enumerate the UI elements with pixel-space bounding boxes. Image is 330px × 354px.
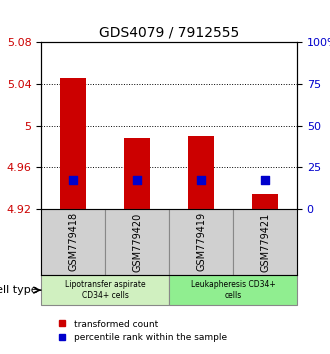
Point [262, 177, 268, 182]
Point [198, 177, 204, 182]
Point [71, 177, 76, 182]
Text: GSM779421: GSM779421 [260, 212, 270, 272]
Title: GDS4079 / 7912555: GDS4079 / 7912555 [99, 26, 239, 40]
FancyBboxPatch shape [41, 275, 169, 305]
Text: Lipotransfer aspirate
CD34+ cells: Lipotransfer aspirate CD34+ cells [65, 280, 146, 300]
FancyBboxPatch shape [169, 275, 297, 305]
FancyBboxPatch shape [169, 209, 233, 275]
Legend: transformed count, percentile rank within the sample: transformed count, percentile rank withi… [54, 316, 231, 346]
Bar [252, 194, 278, 209]
Bar [188, 136, 214, 209]
Bar [124, 138, 150, 209]
Point [135, 177, 140, 182]
Text: cell type: cell type [0, 285, 38, 295]
Text: GSM779420: GSM779420 [132, 212, 142, 272]
Text: Leukapheresis CD34+
cells: Leukapheresis CD34+ cells [191, 280, 276, 300]
FancyBboxPatch shape [105, 209, 169, 275]
Text: GSM779419: GSM779419 [196, 212, 206, 272]
FancyBboxPatch shape [41, 209, 105, 275]
Bar [60, 78, 86, 209]
FancyBboxPatch shape [233, 209, 297, 275]
Text: GSM779418: GSM779418 [68, 212, 78, 272]
